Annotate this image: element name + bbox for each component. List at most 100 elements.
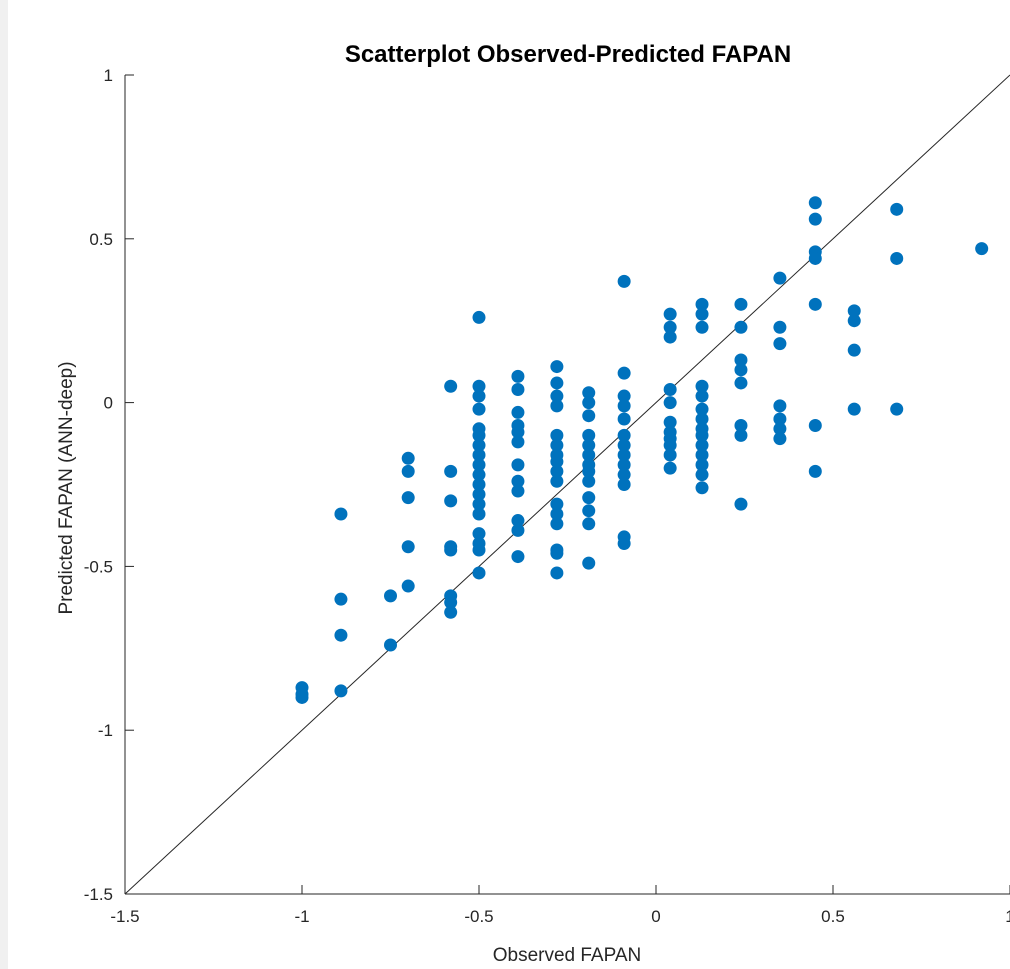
scatter-point (334, 507, 348, 521)
scatter-point (582, 428, 596, 442)
scatter-point (582, 556, 596, 570)
x-tick-label: 1 (1005, 907, 1010, 926)
scatter-point (444, 543, 458, 557)
scatter-point (401, 491, 415, 505)
scatter-point (734, 363, 748, 377)
scatter-point (511, 550, 525, 564)
scatter-point (550, 455, 564, 469)
scatter-point (444, 379, 458, 393)
scatter-point (472, 428, 486, 442)
scatter-point (617, 399, 631, 413)
scatter-point (582, 409, 596, 423)
scatter-point (695, 320, 709, 334)
scatter-point (384, 638, 397, 652)
scatter-point (773, 412, 787, 426)
scatter-point (444, 595, 458, 609)
scatter-point (617, 412, 631, 426)
x-tick-label: 0.5 (821, 907, 845, 926)
scatter-point (582, 438, 596, 452)
scatter-point (695, 402, 709, 416)
x-axis-title: Observed FAPAN (493, 945, 642, 966)
scatter-point (808, 212, 822, 226)
scatter-point (472, 497, 486, 511)
scatter-point (734, 428, 748, 442)
scatter-point (334, 592, 348, 606)
scatter-point (617, 536, 631, 550)
identity-line (124, 74, 1010, 895)
scatter-point (663, 461, 677, 475)
data-points (295, 196, 989, 704)
scatter-point (734, 376, 748, 390)
scatter-point (550, 546, 564, 560)
reference-line-group (124, 74, 1010, 895)
scatter-point (582, 517, 596, 531)
scatter-point (401, 451, 415, 465)
scatter-point (511, 458, 525, 472)
scatter-point (773, 399, 787, 413)
scatter-point (511, 405, 525, 419)
scatter-point (444, 464, 458, 478)
scatter-point (695, 448, 709, 462)
scatter-point (663, 320, 677, 334)
scatter-point (890, 202, 904, 216)
scatter-point (582, 504, 596, 518)
scatter-point (663, 448, 677, 462)
scatter-point (808, 419, 822, 433)
y-axis-title: Predicted FAPAN (ANN-deep) (56, 361, 77, 614)
scatter-point (334, 628, 348, 642)
scatter-point (472, 402, 486, 416)
scatter-point (975, 242, 989, 256)
scatter-point (550, 464, 564, 478)
scatter-point (773, 432, 787, 446)
scatter-point (695, 481, 709, 495)
scatter-point (582, 491, 596, 505)
scatter-point (808, 464, 822, 478)
scatter-point (808, 196, 822, 210)
scatter-point (444, 494, 458, 508)
scatter-point (582, 386, 596, 400)
scatter-point (695, 379, 709, 393)
scatter-point (472, 438, 486, 452)
scatter-point (617, 274, 631, 288)
scatter-point (773, 271, 787, 285)
scatter-point (582, 464, 596, 478)
scatter-point (695, 458, 709, 472)
scatter-point (511, 425, 525, 439)
scatter-point (695, 412, 709, 426)
scatter-point (663, 382, 677, 396)
scatter-point (617, 478, 631, 491)
scatter-point (511, 523, 525, 537)
scatter-point (511, 484, 525, 498)
x-tick-label: -0.5 (464, 907, 493, 926)
scatter-point (472, 389, 486, 403)
scatter-point (401, 464, 415, 478)
scatter-point (550, 376, 564, 390)
scatter-point (550, 517, 564, 531)
x-tick-label: -1.5 (110, 907, 139, 926)
scatter-point (472, 458, 486, 472)
y-tick-label: -1.5 (84, 885, 113, 904)
scatter-chart: Scatterplot Observed-Predicted FAPAN -1.… (56, 41, 1010, 966)
scatter-point (695, 428, 709, 442)
figure-canvas: Scatterplot Observed-Predicted FAPAN -1.… (8, 0, 1010, 969)
scatter-point (847, 314, 861, 328)
scatter-point (847, 402, 861, 416)
scatter-point (550, 428, 564, 442)
scatter-point (401, 540, 415, 554)
scatter-point (511, 474, 525, 488)
y-tick-label: -1 (98, 721, 113, 740)
scatter-point (472, 468, 486, 482)
scatter-point (734, 353, 748, 367)
scatter-point (582, 448, 596, 462)
scatter-point (472, 379, 486, 393)
scatter-point (663, 438, 677, 452)
scatter-point (695, 468, 709, 482)
scatter-point (550, 474, 564, 488)
scatter-point (890, 402, 904, 416)
scatter-point (663, 415, 677, 429)
scatter-point (617, 366, 631, 380)
scatter-point (734, 419, 748, 433)
scatter-point (617, 428, 631, 442)
axes: -1.5 -1 -0.5 0 0.5 1 -1.5 -1 -0.5 0 0.5 1 (84, 66, 1010, 926)
scatter-point (582, 474, 596, 488)
